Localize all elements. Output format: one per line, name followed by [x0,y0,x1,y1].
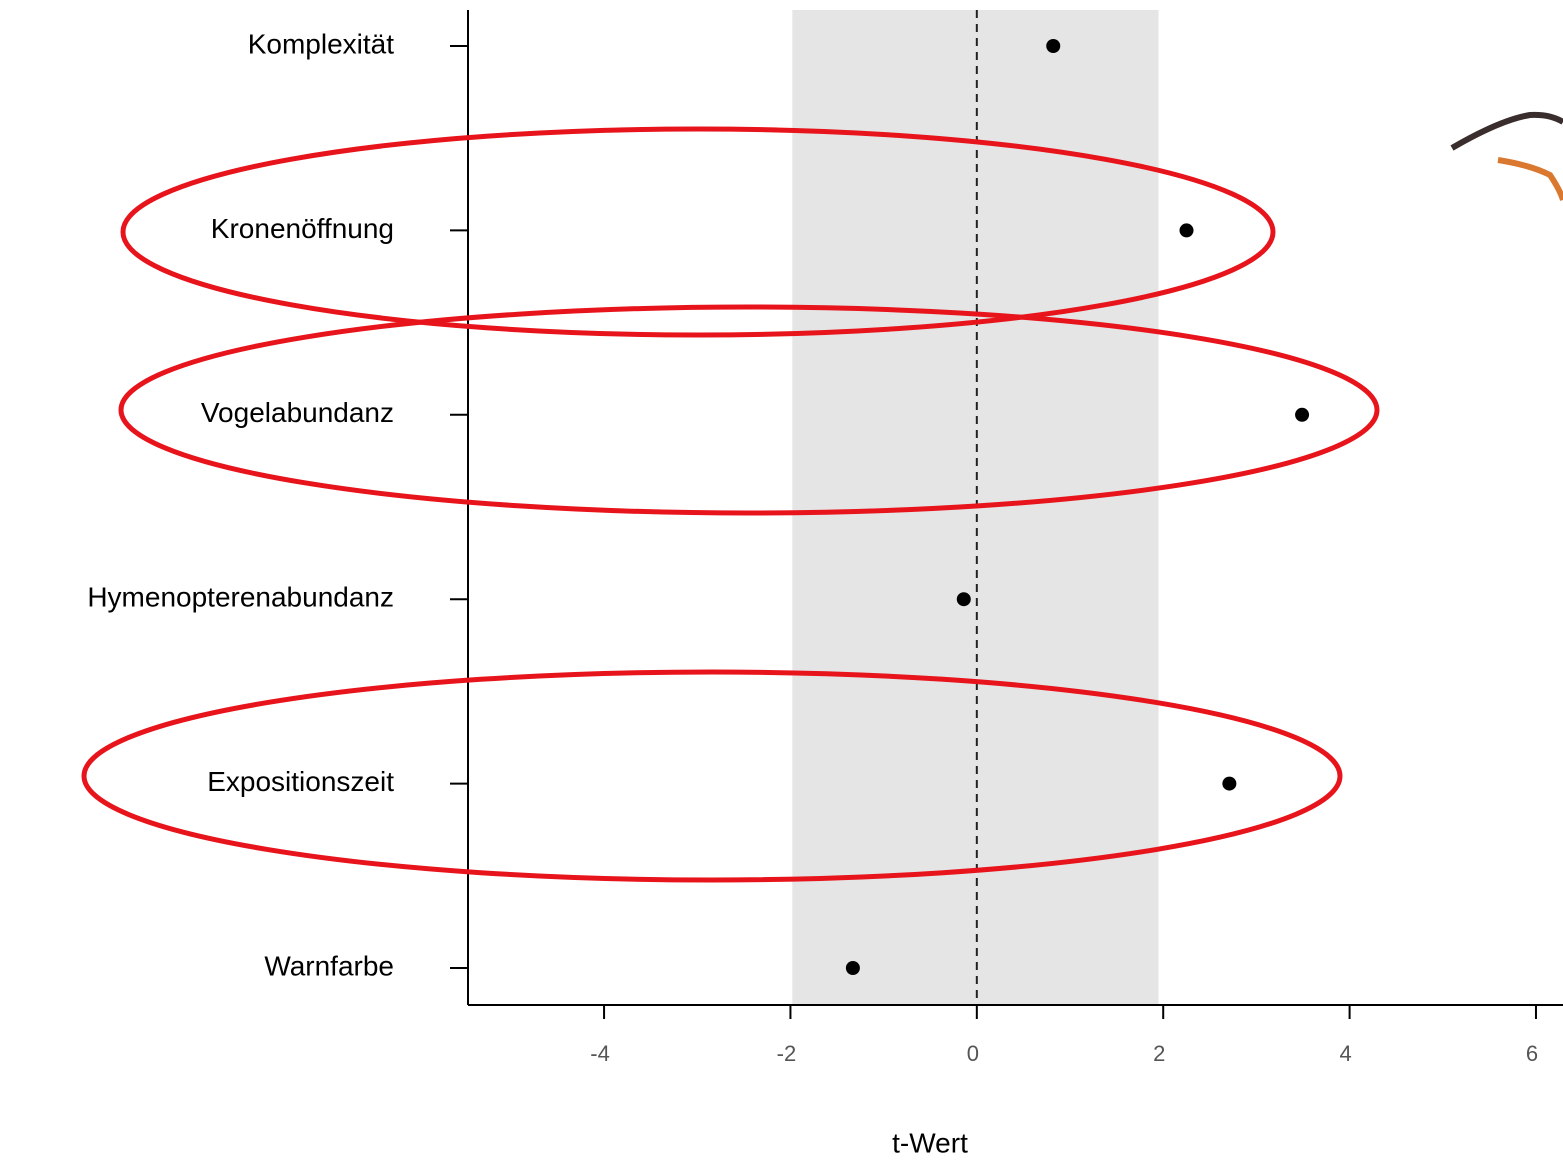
x-axis-label: t-Wert [892,1127,968,1158]
bird-stroke [1498,160,1563,200]
y-tick-label: Warnfarbe [264,950,394,981]
dot [1222,777,1236,791]
bird-illustration [1452,115,1563,200]
x-tick-label: 0 [967,1041,979,1066]
page: -4 -2 0 2 4 6 Komplexität Kronenöffnung Vogelabu… [0,0,1563,1163]
x-tick-label: 6 [1526,1041,1538,1066]
y-tick-label: Kronenöffnung [211,213,394,244]
bird-stroke [1452,115,1563,148]
x-tick-label: 2 [1153,1041,1165,1066]
y-tick-label: Vogelabundanz [201,397,394,428]
dot [846,961,860,975]
dot [1180,223,1194,237]
dot [957,592,971,606]
dot [1046,39,1060,53]
dot [1295,408,1309,422]
y-tick-label: Expositionszeit [207,766,394,797]
x-tick-label: -2 [777,1041,797,1066]
y-tick-label: Hymenopterenabundanz [87,582,394,613]
x-tick-label: -4 [590,1041,610,1066]
y-tick-label: Komplexität [248,28,395,59]
chart: -4 -2 0 2 4 6 Komplexität Kronenöffnung Vogelabu… [0,0,1563,1163]
x-tick-label: 4 [1339,1041,1351,1066]
